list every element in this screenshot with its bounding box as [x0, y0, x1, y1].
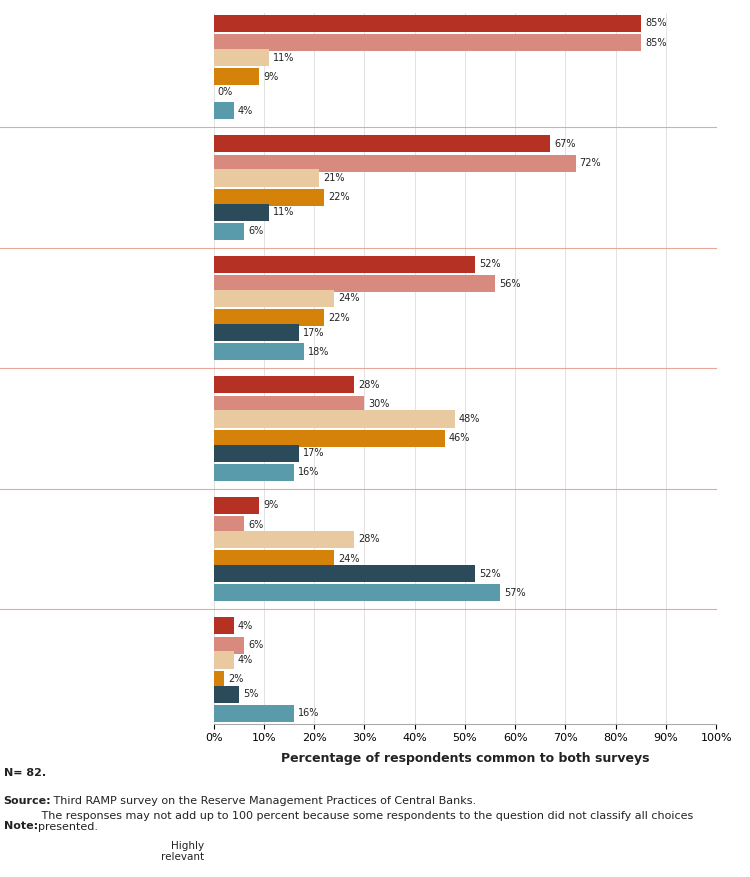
Text: 6%: 6%	[248, 226, 263, 236]
Text: 11%: 11%	[273, 207, 295, 217]
Bar	[214, 686, 238, 702]
Text: 6%: 6%	[248, 640, 263, 650]
Bar	[214, 550, 334, 567]
Text: 85%: 85%	[645, 38, 667, 47]
Text: 21%: 21%	[323, 173, 345, 183]
Text: N= 82.: N= 82.	[4, 768, 46, 778]
Text: 22%: 22%	[328, 313, 350, 323]
Text: 72%: 72%	[580, 158, 602, 168]
Text: 4%: 4%	[238, 106, 253, 116]
Text: Note:: Note:	[4, 821, 38, 831]
Bar	[214, 290, 334, 307]
Text: 5%: 5%	[243, 689, 258, 699]
Bar	[214, 203, 269, 221]
Text: Source:: Source:	[4, 796, 51, 806]
Bar	[214, 68, 259, 85]
Bar	[214, 396, 364, 412]
Text: 2%: 2%	[228, 674, 243, 684]
Text: 24%: 24%	[338, 553, 360, 564]
Bar	[214, 275, 495, 292]
Text: 85%: 85%	[645, 18, 667, 28]
Text: The responses may not add up to 100 percent because some respondents to the ques: The responses may not add up to 100 perc…	[38, 810, 694, 832]
Text: 9%: 9%	[263, 72, 278, 82]
Bar	[214, 343, 304, 360]
Bar	[214, 430, 445, 446]
Bar	[214, 705, 294, 722]
Bar	[214, 531, 355, 548]
Text: 9%: 9%	[263, 501, 278, 510]
Bar	[214, 169, 320, 187]
Text: 0%: 0%	[217, 87, 233, 96]
Bar	[214, 376, 355, 394]
Text: 67%: 67%	[554, 139, 576, 149]
Text: 52%: 52%	[479, 568, 501, 579]
Text: 18%: 18%	[308, 346, 329, 357]
Bar	[214, 256, 475, 273]
Bar	[214, 34, 640, 51]
Bar	[214, 49, 269, 66]
Text: 46%: 46%	[449, 433, 470, 443]
Text: 6%: 6%	[248, 519, 263, 530]
Text: Highly
relevant: Highly relevant	[160, 840, 204, 862]
Bar	[214, 516, 244, 533]
Bar	[214, 565, 475, 582]
Bar	[214, 310, 324, 326]
Bar	[214, 410, 455, 427]
Text: 28%: 28%	[358, 380, 380, 390]
Text: 28%: 28%	[358, 534, 380, 545]
Bar	[214, 223, 244, 239]
Bar	[214, 497, 259, 514]
Text: 48%: 48%	[459, 414, 480, 424]
Bar	[214, 324, 299, 341]
Text: 16%: 16%	[298, 467, 320, 477]
Text: 17%: 17%	[303, 448, 325, 458]
Bar	[214, 637, 244, 653]
Text: 56%: 56%	[500, 279, 520, 289]
Bar	[214, 652, 234, 668]
Bar	[214, 189, 324, 206]
Text: 57%: 57%	[504, 588, 526, 598]
X-axis label: Percentage of respondents common to both surveys: Percentage of respondents common to both…	[280, 752, 650, 765]
Text: 22%: 22%	[328, 192, 350, 203]
Bar	[214, 464, 294, 481]
Bar	[214, 671, 223, 688]
Bar	[214, 584, 500, 602]
Text: 4%: 4%	[238, 621, 253, 631]
Text: 17%: 17%	[303, 328, 325, 338]
Text: 30%: 30%	[368, 399, 390, 409]
Bar	[214, 154, 575, 172]
Bar	[214, 617, 234, 634]
Bar	[214, 15, 640, 32]
Text: 24%: 24%	[338, 294, 360, 303]
Text: 4%: 4%	[238, 655, 253, 665]
Bar	[214, 135, 550, 153]
Text: 16%: 16%	[298, 709, 320, 718]
Bar	[214, 445, 299, 461]
Text: Third RAMP survey on the Reserve Management Practices of Central Banks.: Third RAMP survey on the Reserve Managem…	[50, 796, 476, 806]
Text: 11%: 11%	[273, 53, 295, 62]
Text: 52%: 52%	[479, 260, 501, 269]
Bar	[214, 103, 234, 119]
